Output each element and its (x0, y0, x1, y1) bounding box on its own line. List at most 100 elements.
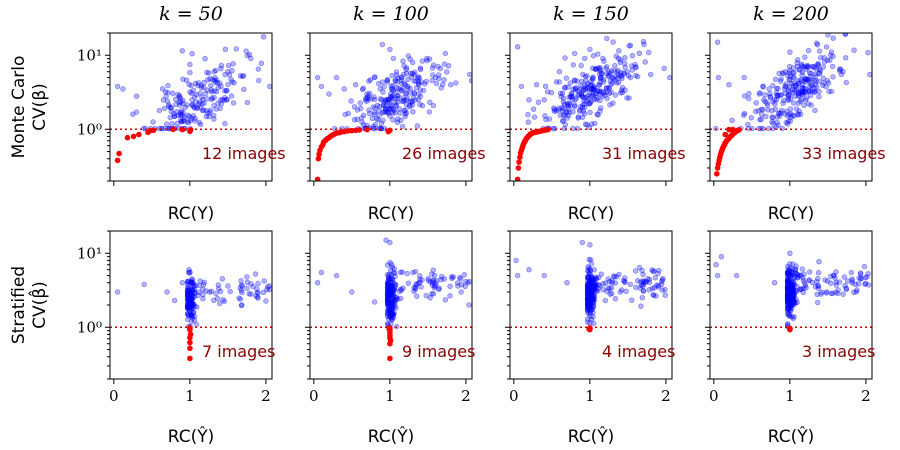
point-above-threshold (199, 101, 205, 107)
point-above-threshold (790, 279, 797, 285)
point-above-threshold (591, 282, 598, 288)
point-above-threshold (837, 66, 844, 72)
point-above-threshold (187, 279, 194, 285)
point-above-threshold (417, 273, 423, 279)
point-above-threshold (595, 285, 602, 292)
point-above-threshold (801, 271, 807, 277)
point-above-threshold (189, 287, 196, 293)
point-above-threshold (386, 293, 392, 299)
point-above-threshold (593, 276, 599, 282)
point-above-threshold (594, 288, 600, 294)
point-above-threshold (384, 313, 391, 320)
point-above-threshold (388, 287, 394, 294)
point-above-threshold (190, 112, 197, 119)
point-above-threshold (417, 65, 423, 71)
point-above-threshold (385, 277, 392, 283)
point-above-threshold (391, 314, 397, 320)
point-above-threshold (787, 106, 794, 112)
point-above-threshold (386, 271, 392, 277)
point-above-threshold (187, 286, 193, 292)
point-above-threshold (597, 91, 604, 98)
point-above-threshold (823, 44, 830, 50)
point-above-threshold (786, 88, 792, 95)
point-above-threshold (393, 297, 399, 303)
point-above-threshold (613, 53, 619, 59)
point-above-threshold (590, 309, 596, 316)
point-above-threshold (189, 293, 195, 299)
point-above-threshold (255, 290, 261, 296)
point-above-threshold (255, 295, 261, 301)
point-above-threshold (185, 287, 192, 293)
point-above-threshold (184, 294, 191, 301)
point-above-threshold (587, 285, 594, 292)
point-above-threshold (221, 298, 228, 305)
point-above-threshold (606, 286, 613, 292)
point-above-threshold (788, 273, 795, 279)
point-above-threshold (384, 298, 391, 304)
point-above-threshold (446, 63, 452, 69)
point-above-threshold (191, 294, 197, 300)
point-above-threshold (399, 123, 406, 130)
point-above-threshold (784, 293, 791, 299)
point-above-threshold (246, 51, 253, 58)
point-above-threshold (207, 76, 213, 82)
point-above-threshold (413, 281, 420, 287)
point-above-threshold (567, 93, 574, 100)
point-above-threshold (240, 73, 247, 79)
point-above-threshold (573, 85, 579, 91)
point-above-threshold (784, 286, 791, 292)
point-above-threshold (591, 96, 598, 103)
point-above-threshold (192, 303, 198, 310)
point-above-threshold (760, 106, 766, 113)
point-above-threshold (180, 97, 186, 104)
point-above-threshold (187, 269, 193, 275)
point-above-threshold (785, 279, 791, 286)
point-above-threshold (778, 76, 784, 82)
point-above-threshold (584, 277, 591, 284)
point-above-threshold (785, 295, 791, 301)
point-above-threshold (557, 90, 564, 97)
point-above-threshold (790, 70, 796, 76)
point-above-threshold (786, 278, 792, 284)
point-above-threshold (382, 108, 389, 115)
point-above-threshold (585, 269, 592, 275)
point-above-threshold (399, 269, 405, 275)
point-above-threshold (625, 72, 632, 79)
point-above-threshold (391, 266, 397, 272)
point-above-threshold (389, 294, 395, 300)
point-above-threshold (403, 65, 410, 71)
point-above-threshold (646, 279, 653, 286)
point-above-threshold (389, 291, 395, 298)
point-above-threshold (788, 290, 795, 296)
point-above-threshold (192, 290, 198, 296)
point-above-threshold (224, 97, 230, 103)
point-above-threshold (384, 285, 391, 292)
point-above-threshold (453, 80, 459, 86)
point-above-threshold (188, 301, 194, 307)
point-above-threshold (784, 291, 791, 297)
point-above-threshold (601, 58, 607, 64)
point-above-threshold (796, 93, 802, 99)
point-below-threshold (515, 165, 522, 171)
point-above-threshold (194, 104, 201, 111)
point-above-threshold (608, 285, 615, 291)
x-tick-label: 0 (709, 387, 719, 405)
point-above-threshold (185, 112, 191, 119)
point-above-threshold (418, 79, 425, 85)
point-above-threshold (795, 90, 802, 97)
point-above-threshold (392, 109, 398, 116)
point-above-threshold (629, 67, 635, 73)
point-above-threshold (411, 90, 417, 97)
point-above-threshold (398, 74, 404, 80)
point-above-threshold (827, 273, 834, 279)
point-above-threshold (597, 64, 603, 71)
point-above-threshold (187, 61, 193, 68)
point-above-threshold (389, 295, 395, 301)
point-above-threshold (588, 257, 594, 263)
point-above-threshold (786, 313, 793, 319)
point-above-threshold (595, 282, 602, 288)
point-above-threshold (803, 95, 810, 101)
point-above-threshold (416, 75, 422, 81)
point-above-threshold (184, 303, 191, 309)
point-above-threshold (791, 300, 797, 306)
